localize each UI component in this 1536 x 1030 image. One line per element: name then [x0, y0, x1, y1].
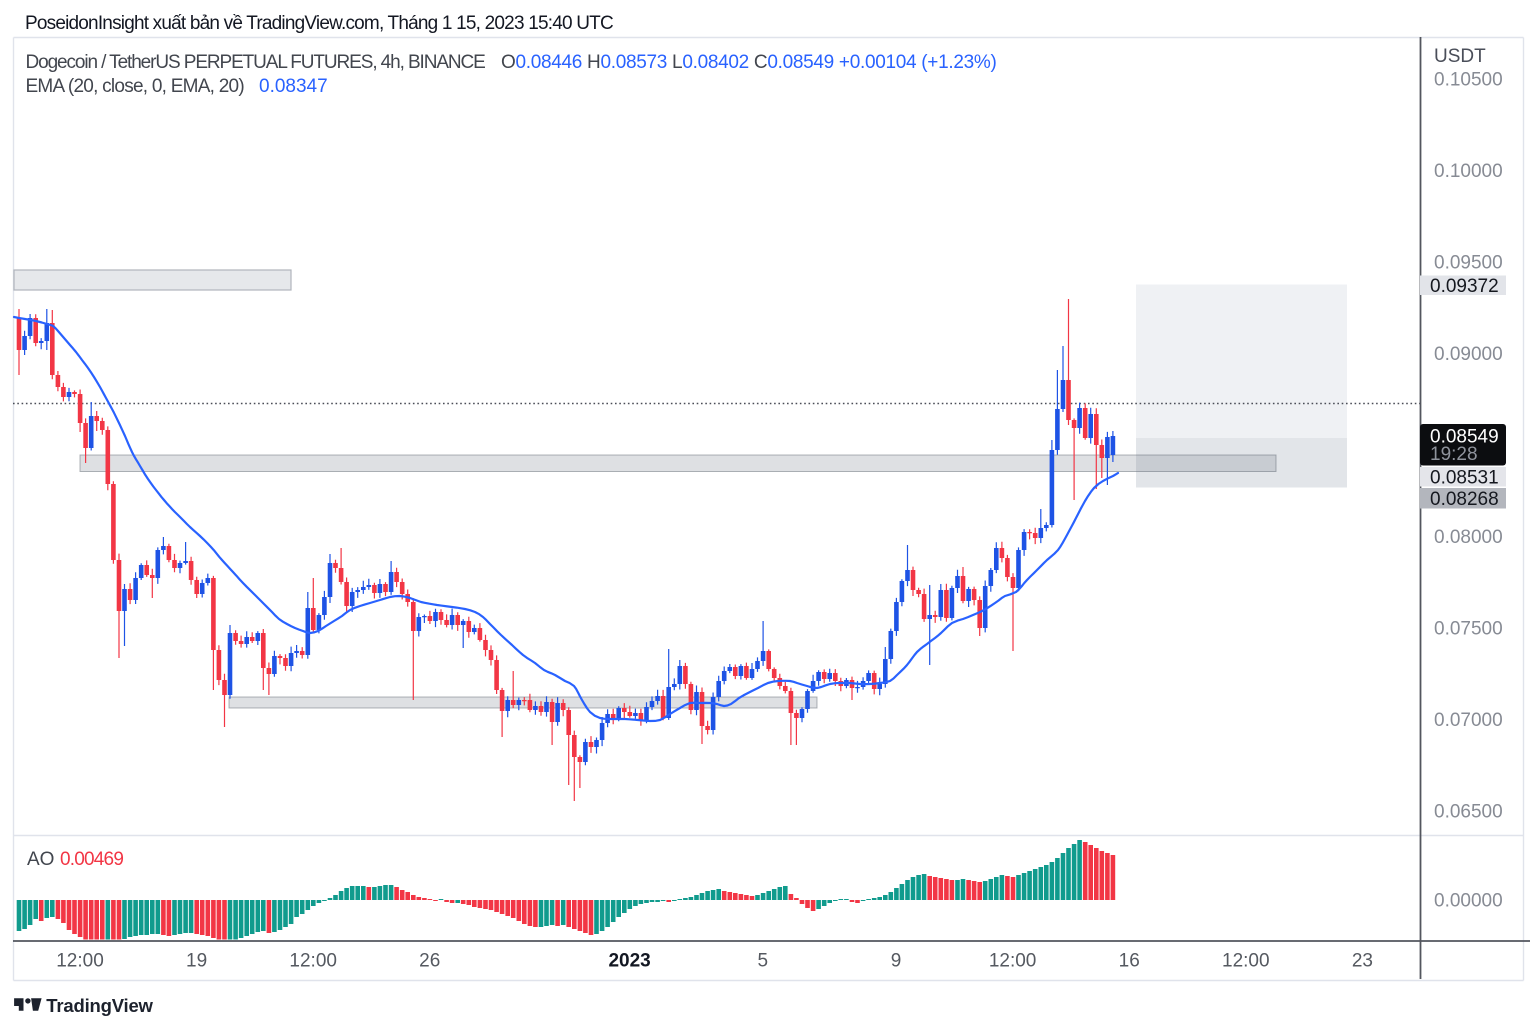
svg-text:TradingView: TradingView: [46, 995, 153, 1016]
svg-text:23: 23: [1352, 951, 1373, 972]
svg-text:12:00: 12:00: [289, 951, 337, 972]
svg-text:0.10500: 0.10500: [1434, 70, 1503, 91]
svg-text:19:28: 19:28: [1430, 444, 1478, 465]
svg-text:0.00000: 0.00000: [1434, 891, 1503, 912]
svg-text:0.10000: 0.10000: [1434, 161, 1503, 182]
svg-text:12:00: 12:00: [1222, 951, 1270, 972]
svg-text:9: 9: [891, 951, 902, 972]
svg-text:16: 16: [1119, 951, 1140, 972]
svg-text:USDT: USDT: [1434, 46, 1486, 67]
svg-text:5: 5: [758, 951, 769, 972]
svg-text:0.08347: 0.08347: [259, 76, 328, 97]
svg-text:0.07500: 0.07500: [1434, 619, 1503, 640]
svg-text:0.00469: 0.00469: [60, 849, 123, 870]
svg-text:0.07000: 0.07000: [1434, 710, 1503, 731]
svg-text:AO: AO: [27, 849, 54, 870]
svg-text:0.08268: 0.08268: [1430, 489, 1499, 510]
svg-text:2023: 2023: [608, 951, 650, 972]
svg-text:0.08531: 0.08531: [1430, 468, 1499, 489]
svg-text:0.09000: 0.09000: [1434, 344, 1503, 365]
svg-text:0.09372: 0.09372: [1430, 276, 1499, 297]
svg-text:0.06500: 0.06500: [1434, 802, 1503, 823]
svg-text:Dogecoin / TetherUS PERPETUAL: Dogecoin / TetherUS PERPETUAL FUTURES, 4…: [26, 52, 486, 73]
svg-text:0.09500: 0.09500: [1434, 253, 1503, 274]
svg-text:26: 26: [419, 951, 440, 972]
svg-text:12:00: 12:00: [989, 951, 1037, 972]
svg-text:0.08549: 0.08549: [1430, 427, 1499, 448]
svg-text:PoseidonInsight xuất bản về Tr: PoseidonInsight xuất bản về TradingView.…: [25, 13, 613, 34]
svg-text:0.08000: 0.08000: [1434, 527, 1503, 548]
svg-text:O0.08446 H0.08573 L0.08402: O0.08446 H0.08573 L0.08402 C0.08549 +0.0…: [501, 52, 997, 73]
svg-text:12:00: 12:00: [56, 951, 104, 972]
svg-text:EMA (20, close, 0, EMA, 20): EMA (20, close, 0, EMA, 20): [26, 76, 245, 97]
svg-text:19: 19: [186, 951, 207, 972]
